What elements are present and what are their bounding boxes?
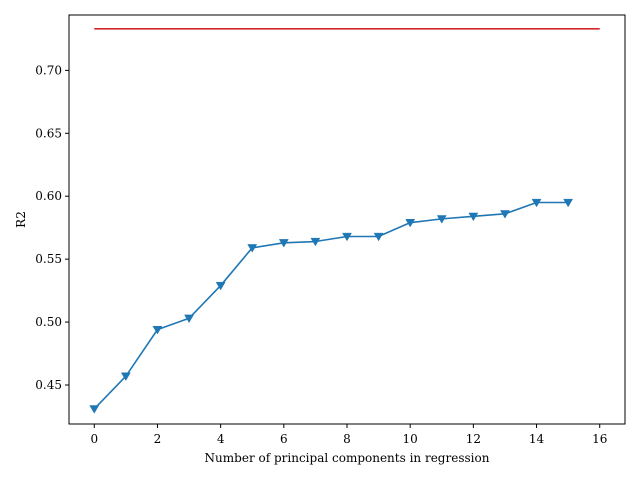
- data-point-marker: [120, 372, 131, 381]
- data-point-marker: [468, 212, 479, 222]
- x-tick-label: 0: [90, 432, 98, 446]
- y-tick-label: 0.70: [35, 63, 62, 77]
- data-point-marker: [531, 198, 542, 208]
- x-tick-label: 6: [280, 432, 288, 446]
- y-tick-label: 0.60: [35, 189, 62, 203]
- x-tick-label: 2: [154, 432, 162, 446]
- data-point-marker: [500, 210, 510, 219]
- data-point-marker: [89, 405, 100, 414]
- x-tick-label: 10: [403, 432, 418, 446]
- plot-area: [69, 15, 625, 424]
- data-point-marker: [278, 239, 289, 248]
- x-axis-label: Number of principal components in regres…: [205, 451, 490, 465]
- y-tick-label: 0.65: [35, 126, 62, 140]
- series-layer: [89, 28, 600, 414]
- data-point-marker: [405, 219, 416, 228]
- data-point-marker: [373, 232, 384, 242]
- x-tick-label: 8: [343, 432, 351, 446]
- data-point-marker: [436, 215, 447, 224]
- y-axis-label: R2: [14, 211, 28, 228]
- y-tick-label: 0.50: [35, 315, 62, 329]
- series-line: [93, 201, 569, 410]
- y-axis: 0.45 0.50 0.55 0.60 0.65 0.70: [35, 63, 69, 392]
- x-tick-label: 14: [529, 432, 545, 446]
- data-point-marker: [215, 281, 226, 291]
- y-tick-label: 0.55: [35, 252, 62, 266]
- data-point-marker: [184, 314, 194, 324]
- data-point-marker: [342, 232, 352, 242]
- x-tick-label: 16: [592, 432, 607, 446]
- x-tick-label: 4: [217, 432, 225, 446]
- y-tick-label: 0.45: [35, 378, 62, 392]
- data-point-marker: [247, 244, 258, 253]
- x-tick-label: 12: [466, 432, 481, 446]
- data-point-marker: [152, 325, 163, 335]
- x-axis: 0 2 4 6 8 10 12 14 16: [90, 424, 607, 446]
- data-point-marker: [310, 237, 321, 247]
- data-point-marker: [563, 198, 574, 208]
